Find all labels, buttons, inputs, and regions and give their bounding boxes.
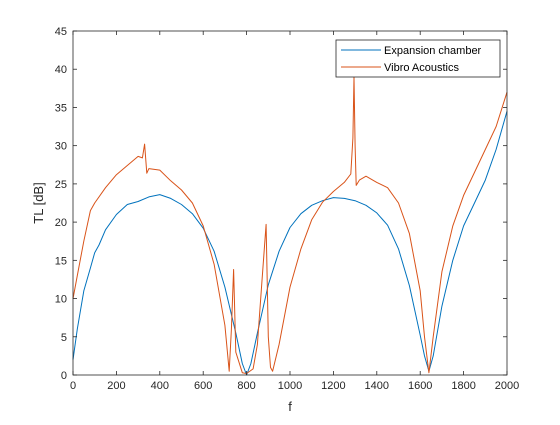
y-tick-label: 35 (55, 102, 67, 114)
x-tick-label: 400 (151, 380, 169, 392)
legend-label-vibro-acoustics: Vibro Acoustics (384, 62, 460, 74)
x-tick-label: 2000 (495, 380, 519, 392)
y-tick-label: 0 (61, 370, 67, 382)
x-tick-label: 600 (194, 380, 212, 392)
series-layer (72, 76, 508, 376)
x-tick-label: 1400 (365, 380, 389, 392)
x-tick-label: 0 (70, 380, 76, 392)
x-tick-label: 200 (107, 380, 125, 392)
x-axis-label: f (288, 399, 292, 414)
y-tick-label: 25 (55, 179, 67, 191)
legend-label-expansion-chamber: Expansion chamber (384, 45, 482, 57)
x-tick-label: 800 (237, 380, 255, 392)
series-line-vibro-acoustics (72, 76, 508, 374)
y-axis-label: TL [dB] (31, 182, 46, 223)
plot-area (73, 31, 507, 375)
y-tick-label: 45 (55, 26, 67, 38)
y-tick-label: 30 (55, 141, 67, 153)
x-tick-label: 1200 (321, 380, 345, 392)
legend: Expansion chamber Vibro Acoustics (335, 39, 501, 78)
x-tick-label: 1800 (451, 380, 475, 392)
x-tick-label: 1600 (408, 380, 432, 392)
y-tick-label: 40 (55, 64, 67, 76)
x-tick-label: 1000 (278, 380, 302, 392)
y-tick-label: 15 (55, 255, 67, 267)
y-tick-label: 20 (55, 217, 67, 229)
ticks-layer: 0 200 400 600 800 1000 1200 1400 1600 1800 2000 0 5 1… (55, 26, 519, 392)
legend-box (335, 39, 501, 78)
y-tick-label: 10 (55, 294, 67, 306)
y-tick-label: 5 (61, 332, 67, 344)
